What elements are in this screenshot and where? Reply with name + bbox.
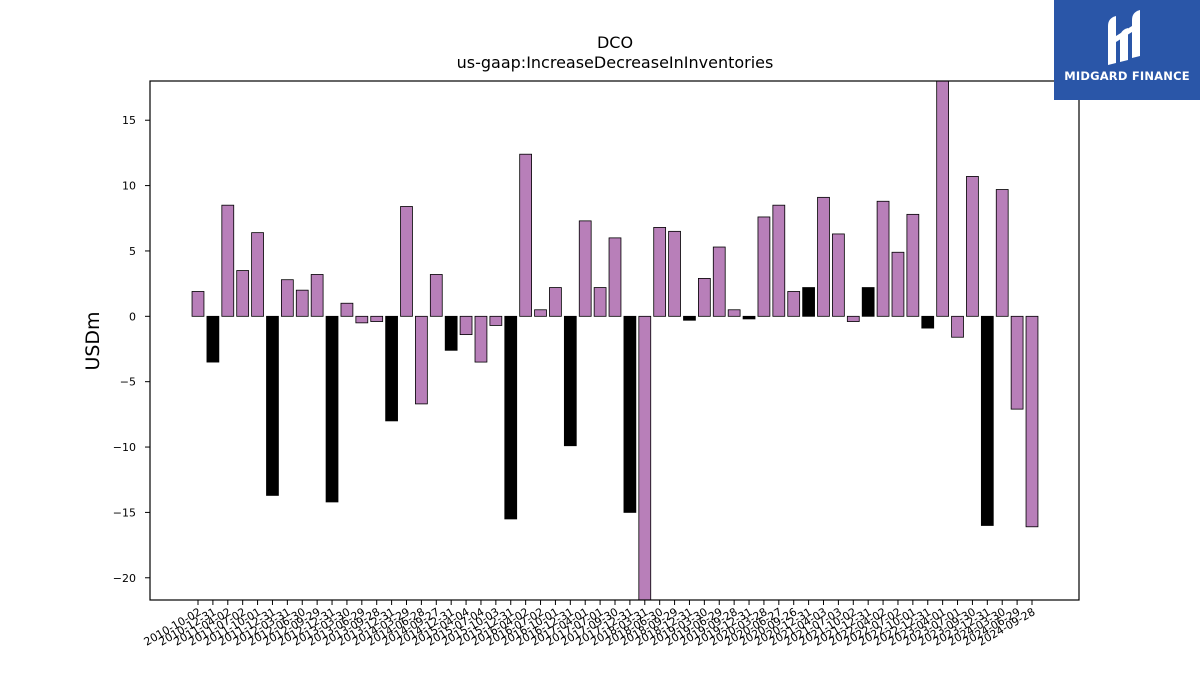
bar-2017-09-30 bbox=[608, 237, 622, 317]
y-tick-label: −15 bbox=[113, 506, 136, 519]
bar-2022-07-02 bbox=[891, 251, 905, 317]
bar-2013-06-29 bbox=[355, 315, 369, 324]
y-tick-label: −20 bbox=[113, 572, 136, 585]
bar-2019-03-30 bbox=[698, 277, 711, 317]
bar-2024-09-28 bbox=[1025, 315, 1039, 528]
bar-2020-03-28 bbox=[757, 216, 771, 317]
bar-2020-09-26 bbox=[787, 291, 801, 317]
bars-group bbox=[191, 80, 1039, 601]
bar-2018-03-31 bbox=[638, 315, 652, 601]
bar-2023-04-01 bbox=[936, 80, 950, 317]
y-axis-label: USDm bbox=[82, 311, 104, 370]
chart-subtitle: us-gaap:IncreaseDecreaseInInventories bbox=[457, 53, 774, 72]
bar-2014-06-28 bbox=[415, 315, 428, 405]
bar-2010-12-31 bbox=[206, 315, 220, 363]
bar-2019-06-29 bbox=[712, 246, 726, 317]
bar-2024-06-29 bbox=[1010, 315, 1024, 410]
bar-2012-06-30 bbox=[295, 289, 309, 317]
bar-2022-10-01 bbox=[906, 213, 920, 317]
bar-2011-04-02 bbox=[221, 204, 235, 317]
bar-2010-10-02 bbox=[191, 291, 205, 317]
bar-2024-03-30 bbox=[995, 189, 1009, 317]
y-tick-label: −10 bbox=[113, 441, 136, 454]
bar-2020-12-31 bbox=[802, 287, 815, 317]
bar-2023-07-01 bbox=[951, 315, 964, 338]
bar-2023-12-31 bbox=[980, 315, 994, 526]
bar-2014-12-31 bbox=[444, 315, 458, 351]
bar-2015-12-31 bbox=[504, 315, 518, 520]
x-axis: 2010-10-022010-12-312011-04-022011-07-02… bbox=[142, 600, 1038, 649]
bar-2011-10-01 bbox=[251, 232, 264, 317]
bar-2011-07-02 bbox=[236, 270, 250, 317]
bar-2012-09-29 bbox=[310, 274, 324, 317]
bar-2018-12-31 bbox=[683, 315, 696, 321]
y-tick-label: −5 bbox=[120, 376, 136, 389]
bar-2019-09-28 bbox=[727, 309, 741, 317]
bar-2021-12-31 bbox=[861, 287, 875, 317]
bar-2013-09-28 bbox=[370, 315, 384, 322]
bar-2019-12-31 bbox=[742, 315, 756, 320]
bar-2016-07-02 bbox=[534, 309, 547, 317]
chart-title: DCO bbox=[597, 33, 633, 52]
plot-frame bbox=[149, 80, 1080, 601]
y-axis: −20 −15 −10 −5 0 5 10 15 bbox=[113, 114, 150, 585]
bar-2014-09-27 bbox=[429, 274, 443, 317]
bar-2021-04-03 bbox=[817, 196, 830, 317]
bar-2021-10-02 bbox=[846, 315, 860, 322]
bar-2012-03-31 bbox=[280, 279, 294, 317]
bar-2017-12-31 bbox=[623, 315, 637, 513]
bar-2013-12-31 bbox=[385, 315, 398, 422]
bar-2017-04-01 bbox=[578, 220, 592, 317]
bar-2023-09-30 bbox=[966, 176, 979, 317]
bar-2018-09-29 bbox=[668, 230, 681, 317]
bar-2014-03-29 bbox=[400, 206, 413, 317]
logo-text: MIDGARD FINANCE bbox=[1064, 69, 1190, 83]
bar-2012-12-31 bbox=[325, 315, 339, 503]
bar-2020-06-27 bbox=[772, 204, 786, 317]
bar-2015-10-03 bbox=[489, 315, 503, 326]
bar-2013-03-30 bbox=[340, 302, 354, 317]
y-tick-label: 5 bbox=[129, 245, 136, 258]
midgard-finance-logo: MIDGARD FINANCE bbox=[1054, 0, 1200, 100]
bar-2015-07-04 bbox=[474, 315, 488, 363]
bar-2017-07-01 bbox=[593, 287, 607, 317]
bar-2022-04-02 bbox=[876, 200, 890, 317]
bar-2016-10-01 bbox=[549, 287, 562, 317]
y-tick-label: 15 bbox=[122, 114, 136, 127]
bar-2016-04-02 bbox=[519, 153, 533, 317]
bar-2021-07-03 bbox=[832, 233, 845, 317]
y-tick-label: 0 bbox=[129, 310, 136, 323]
bar-2015-04-04 bbox=[459, 315, 473, 336]
bar-2022-12-31 bbox=[921, 315, 935, 329]
bar-2018-06-30 bbox=[653, 227, 667, 317]
bar-2016-12-31 bbox=[563, 315, 577, 447]
y-tick-label: 10 bbox=[122, 180, 136, 193]
bar-2011-12-31 bbox=[266, 315, 279, 496]
midgard-logo-icon bbox=[1108, 10, 1140, 65]
